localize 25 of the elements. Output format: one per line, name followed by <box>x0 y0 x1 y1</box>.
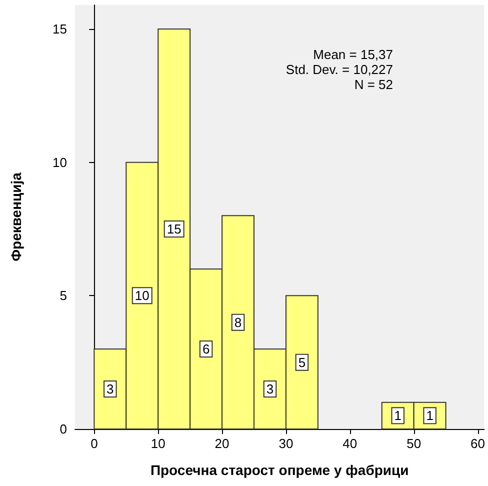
annotation: Std. Dev. = 10,227 <box>286 62 394 77</box>
data-label: 15 <box>166 222 182 236</box>
x-tick-label: 0 <box>90 436 98 451</box>
y-tick-label: 0 <box>60 422 67 436</box>
data-label: 8 <box>234 314 242 330</box>
x-axis-title: Просечна старост опреме у фабрици <box>150 462 409 478</box>
y-tick-label: 5 <box>60 288 67 304</box>
data-label: 3 <box>266 382 274 396</box>
data-label: 3 <box>106 382 114 396</box>
data-label: 1 <box>394 408 402 424</box>
y-axis-title: Фреквенција <box>8 172 24 262</box>
data-label: 6 <box>202 342 210 356</box>
x-tick-label: 60 <box>470 436 486 451</box>
annotation: Mean = 15,37 <box>313 47 394 62</box>
x-tick-label: 30 <box>278 436 294 451</box>
data-label: 5 <box>298 354 306 370</box>
x-tick-label: 20 <box>214 436 230 451</box>
annotation: N = 52 <box>354 77 394 92</box>
y-tick-label: 15 <box>52 22 67 36</box>
y-tick-label: 10 <box>52 154 67 170</box>
data-label: 10 <box>134 288 150 304</box>
x-tick-label: 40 <box>342 436 358 451</box>
x-tick-label: 50 <box>406 436 422 451</box>
data-label: 1 <box>426 408 434 424</box>
x-tick-label: 10 <box>150 436 166 451</box>
